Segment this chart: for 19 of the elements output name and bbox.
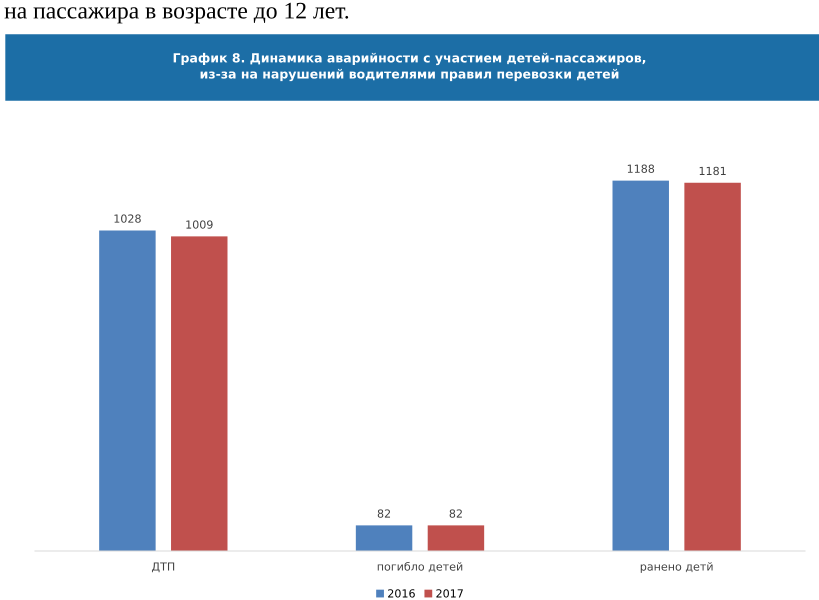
data-label: 82: [450, 509, 462, 518]
bar: [428, 525, 484, 551]
data-label: 82: [378, 509, 390, 518]
data-label: 1009: [186, 220, 213, 229]
x-tick-label: ДТП: [152, 562, 174, 572]
data-label: 1181: [700, 166, 726, 176]
text: на пассажира в возрасте до 12 лет.: [4, 2, 348, 24]
bar: [356, 525, 412, 551]
data-label: 1188: [628, 164, 654, 173]
bar: [612, 180, 669, 551]
legend-label: 2017: [436, 589, 463, 598]
x-tick-label: погибло детей: [378, 562, 462, 572]
data-label: 1028: [114, 214, 141, 223]
bar: [99, 230, 156, 551]
bar: [684, 182, 741, 551]
bar: [171, 236, 228, 551]
chart-title: График 8. Динамика аварийности с участием детей-пассажиров, из-за на нарушений водителями правил перевозки детей: [174, 52, 646, 82]
x-tick-label: ранено детй: [640, 562, 713, 573]
legend-label: 2016: [388, 589, 415, 598]
